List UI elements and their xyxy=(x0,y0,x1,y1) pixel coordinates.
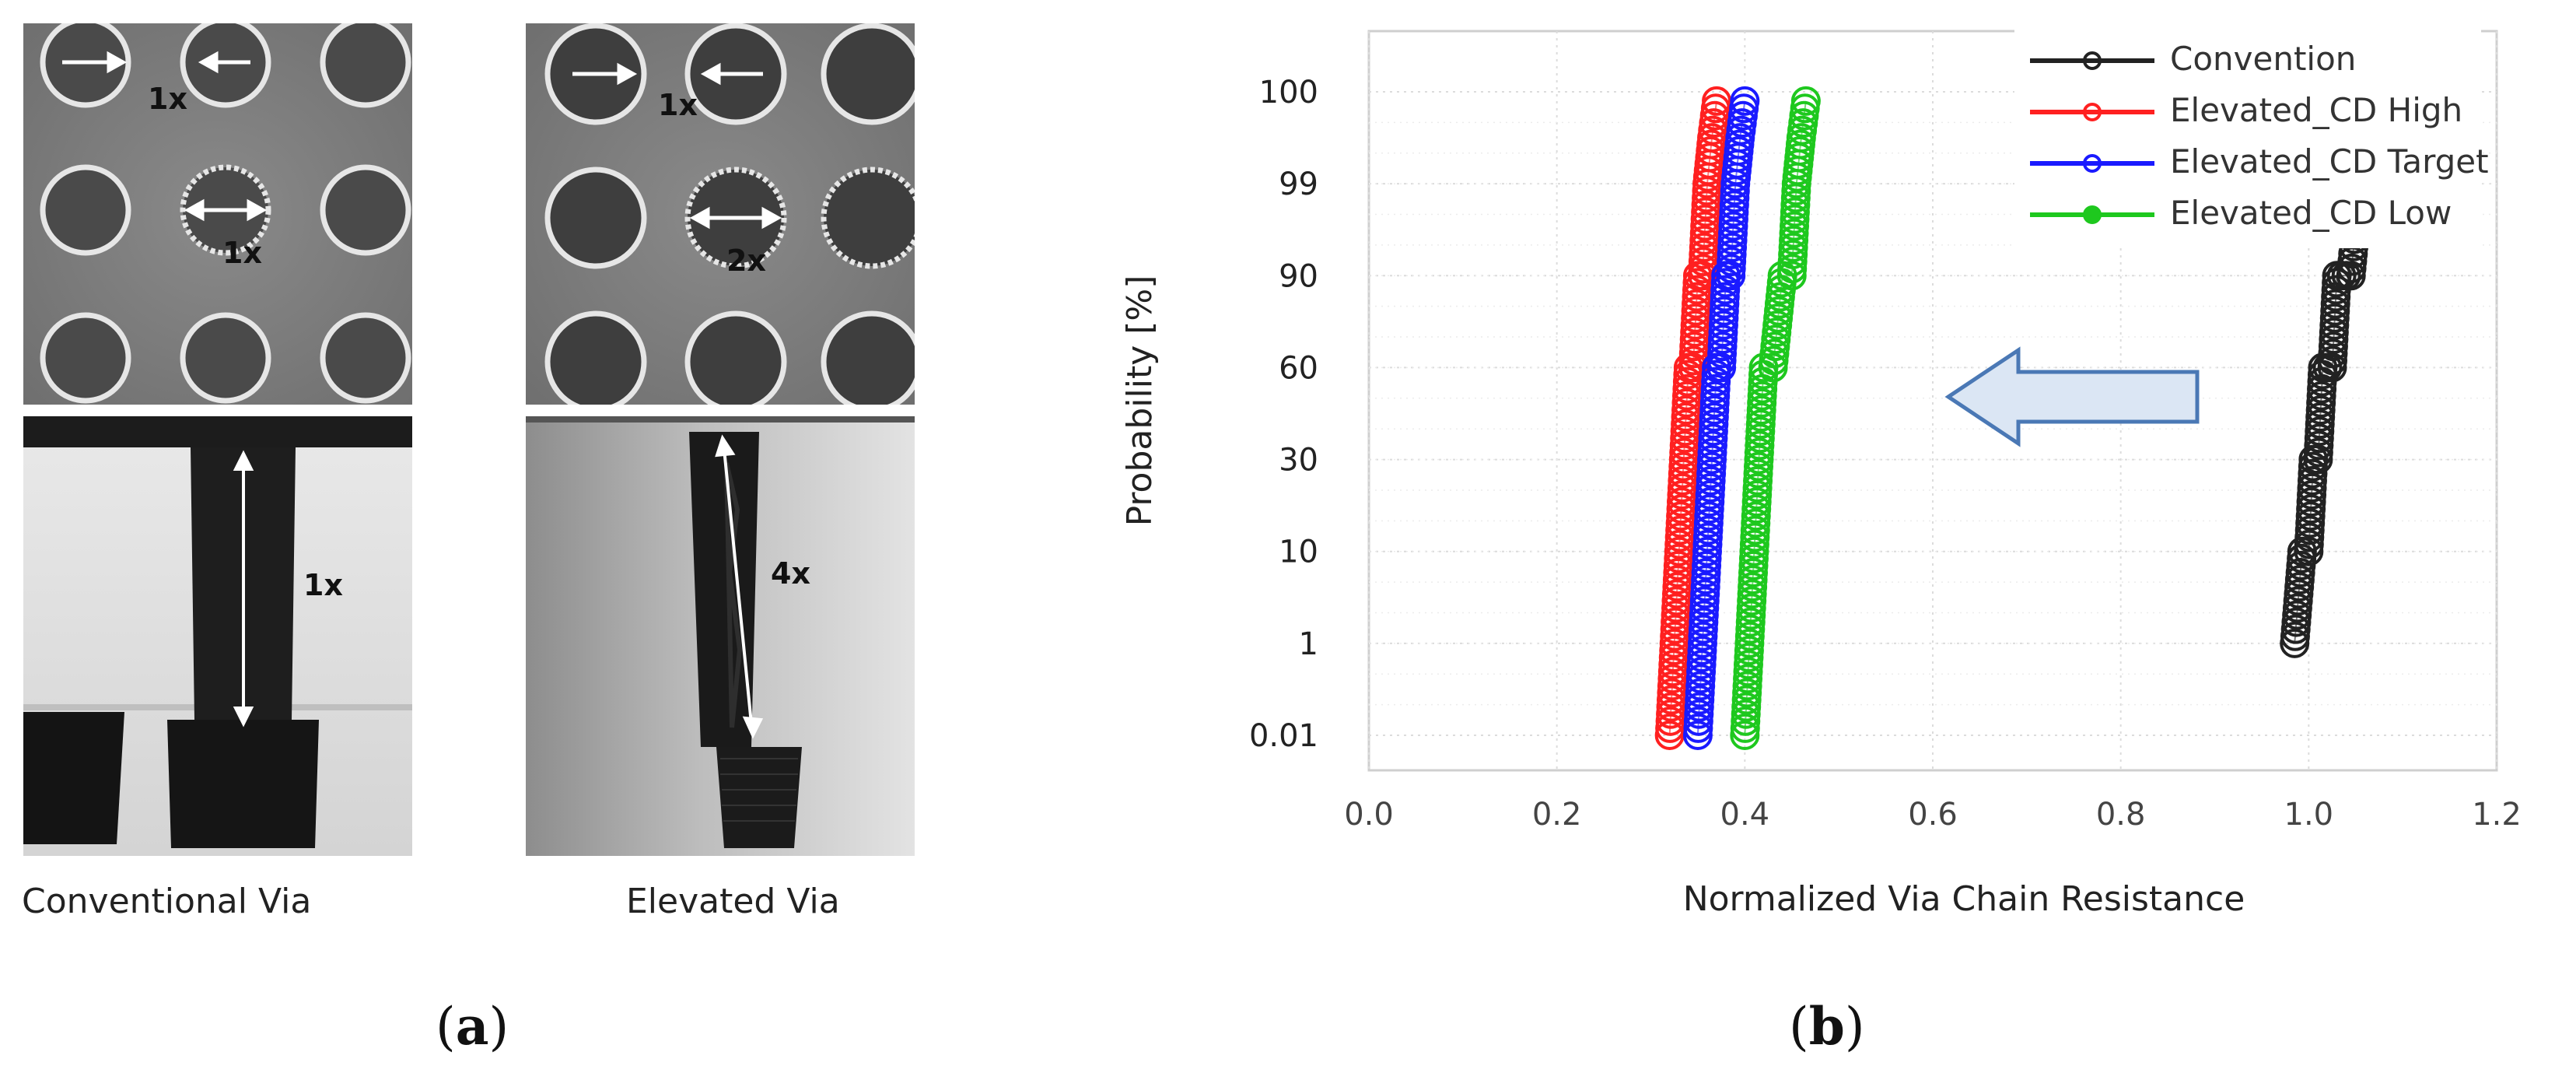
y-tick-label: 99 xyxy=(1279,167,1318,202)
conventional-caption: Conventional Via xyxy=(22,882,312,921)
elevated-top-label-2: 2x xyxy=(726,244,766,278)
conventional-cross-label: 1x xyxy=(303,568,343,602)
legend-label: Elevated_CD Low xyxy=(2170,194,2452,232)
elevated-cross-section: 4x xyxy=(526,416,915,856)
legend-label: Convention xyxy=(2170,40,2356,78)
resistance-shift-arrow xyxy=(1944,346,2200,447)
x-axis-title: Normalized Via Chain Resistance xyxy=(1683,879,2245,919)
probability-chart: 0.0 0.2 0.4 0.6 0.8 1.0 1.2 100 99 90 60 30 10 1 0.01 N… xyxy=(1120,27,2522,919)
x-tick-label: 1.2 xyxy=(2472,797,2522,833)
panel-b-letter: b xyxy=(1808,996,1845,1057)
elevated-caption: Elevated Via xyxy=(626,882,840,921)
elevated-cross-label: 4x xyxy=(771,556,810,591)
panel-b-label: (b) xyxy=(1789,996,1865,1057)
legend-label: Elevated_CD High xyxy=(2170,91,2462,129)
x-tick-label: 0.0 xyxy=(1344,797,1394,833)
y-tick-label: 10 xyxy=(1279,535,1318,570)
legend-marker xyxy=(2083,51,2102,70)
conventional-top-label-2: 1x xyxy=(222,236,262,270)
x-tick-label: 1.0 xyxy=(2284,797,2334,833)
panel-b: 0.0 0.2 0.4 0.6 0.8 1.0 1.2 100 99 90 60 30 10 1 0.01 N… xyxy=(1089,0,2567,1087)
y-tick-label: 0.01 xyxy=(1249,718,1318,754)
elevated-top-label-1: 1x xyxy=(658,88,698,122)
y-tick-label: 100 xyxy=(1259,75,1318,110)
y-tick-label: 30 xyxy=(1279,443,1318,479)
elevated-topdown-sem: 1x 2x xyxy=(526,23,915,405)
y-tick-label: 1 xyxy=(1299,626,1318,662)
conventional-cross-section: 1x xyxy=(23,416,412,856)
y-axis-title: Probability [%] xyxy=(1120,275,1160,527)
data-point xyxy=(1790,86,1821,116)
legend-marker xyxy=(2083,154,2102,173)
legend-marker xyxy=(2083,205,2102,224)
panel-a: 1x 1x 1x 2x xyxy=(0,0,996,1087)
conventional-top-label-1: 1x xyxy=(148,82,187,116)
legend-marker xyxy=(2083,103,2102,121)
y-tick-label: 60 xyxy=(1279,350,1318,386)
x-tick-label: 0.8 xyxy=(2096,797,2146,833)
panel-a-letter: a xyxy=(455,996,489,1057)
panel-a-label: (a) xyxy=(436,996,509,1057)
y-tick-label: 90 xyxy=(1279,258,1318,294)
legend-label: Elevated_CD Target xyxy=(2170,142,2489,181)
x-tick-label: 0.2 xyxy=(1532,797,1582,833)
data-point xyxy=(1702,86,1732,116)
x-tick-label: 0.6 xyxy=(1908,797,1958,833)
x-tick-label: 0.4 xyxy=(1720,797,1770,833)
data-point xyxy=(1730,86,1760,116)
conventional-topdown-sem: 1x 1x xyxy=(23,23,412,405)
